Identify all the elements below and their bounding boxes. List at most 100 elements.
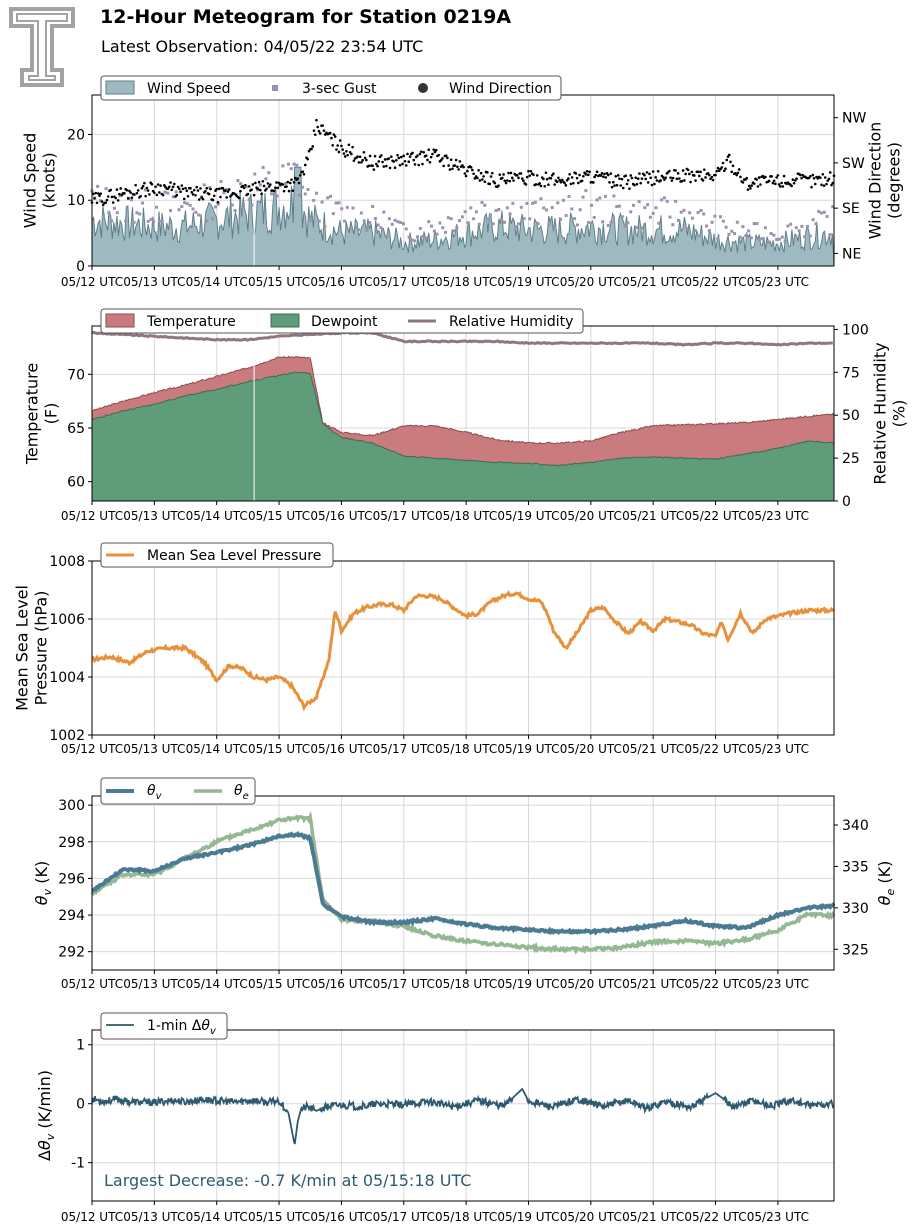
y-axis-label: Δθv (K/min): [35, 1070, 57, 1161]
wind-direction-marker: [558, 178, 561, 182]
wind-direction-marker: [291, 189, 295, 192]
legend-swatch-dewpoint: [270, 313, 300, 328]
wind-direction-marker: [242, 186, 246, 190]
gust-marker: [820, 211, 824, 215]
wind-direction-marker: [770, 175, 773, 178]
wind-direction-marker: [335, 148, 338, 151]
y2-tick-label: 325: [842, 942, 869, 958]
gust-marker: [298, 193, 302, 197]
wind-direction-marker: [476, 176, 479, 180]
wind-direction-marker: [653, 182, 656, 186]
gust-marker: [393, 218, 397, 222]
wind-direction-marker: [449, 158, 453, 162]
gust-marker: [267, 171, 271, 175]
wind-direction-marker: [434, 148, 438, 152]
gust-marker: [505, 206, 509, 210]
wind-direction-marker: [432, 148, 435, 151]
wind-direction-marker: [207, 192, 211, 196]
wind-direction-marker: [481, 178, 484, 181]
wind-direction-marker: [150, 182, 154, 186]
gust-marker: [786, 224, 790, 228]
wind-direction-marker: [104, 201, 108, 204]
wind-direction-marker: [322, 129, 326, 132]
gust-marker: [533, 200, 537, 204]
gust-marker: [345, 205, 349, 209]
gust-marker: [789, 222, 793, 226]
wind-direction-marker: [336, 144, 339, 147]
wind-direction-marker: [737, 168, 741, 171]
wind-direction-marker: [800, 176, 803, 180]
gust-marker: [306, 188, 310, 192]
wind-direction-marker: [560, 178, 564, 182]
wind-direction-marker: [315, 118, 318, 122]
gust-marker: [365, 228, 369, 232]
y-axis-label-delta-theta: Δθv (K/min): [35, 1070, 57, 1161]
wind-direction-marker: [640, 177, 644, 180]
gust-marker: [634, 225, 638, 229]
wind-direction-marker: [356, 155, 359, 158]
wind-direction-marker: [542, 177, 545, 181]
wind-direction-marker: [690, 170, 694, 174]
wind-direction-marker: [407, 160, 411, 164]
legend-swatch-wind-speed: [105, 80, 135, 95]
gust-marker: [713, 214, 717, 218]
wind-direction-marker: [532, 173, 535, 177]
wind-direction-marker: [614, 174, 618, 178]
wind-direction-marker: [368, 154, 372, 158]
wind-direction-marker: [831, 181, 835, 185]
gust-marker: [185, 202, 189, 206]
wind-direction-marker: [615, 183, 619, 187]
wind-direction-marker: [489, 175, 493, 178]
x-tick-label: 05/18 UTC: [435, 742, 497, 756]
gust-marker: [480, 200, 484, 204]
gust-marker: [640, 226, 644, 230]
gust-marker: [314, 191, 318, 195]
gust-marker: [559, 217, 563, 221]
wind-direction-marker: [259, 188, 262, 192]
y-axis-label-line: Temperature: [23, 363, 42, 465]
wind-direction-marker: [624, 174, 628, 177]
wind-direction-marker: [154, 185, 157, 189]
wind-direction-marker: [716, 166, 720, 170]
x-tick-label: 05/23 UTC: [747, 742, 809, 756]
gust-marker: [242, 205, 246, 209]
gust-marker: [188, 203, 192, 207]
gust-marker: [444, 230, 448, 234]
y2-tick-label: SW: [842, 156, 865, 172]
y-axis-label: θv (K): [32, 861, 54, 905]
wind-direction-marker: [779, 185, 782, 188]
gust-marker: [96, 184, 100, 188]
wind-direction-marker: [525, 175, 529, 179]
gust-marker: [410, 238, 414, 242]
wind-direction-marker: [226, 190, 230, 193]
gust-marker: [202, 183, 206, 187]
wind-direction-marker: [197, 198, 201, 201]
wind-direction-marker: [654, 176, 657, 179]
wind-direction-marker: [290, 178, 293, 181]
gust-marker: [146, 219, 150, 223]
wind-direction-marker: [260, 192, 263, 196]
wind-direction-marker: [757, 176, 761, 179]
gust-marker: [247, 198, 251, 202]
wind-direction-marker: [195, 185, 199, 189]
gust-marker: [211, 217, 215, 221]
wind-direction-marker: [535, 174, 539, 177]
gust-marker: [455, 226, 459, 230]
wind-direction-marker: [372, 168, 376, 171]
x-tick-label: 05/21 UTC: [622, 509, 684, 523]
wind-direction-marker: [338, 139, 342, 142]
wind-direction-marker: [603, 172, 606, 176]
x-tick-label: 05/22 UTC: [684, 1210, 746, 1224]
x-tick-label: 05/20 UTC: [560, 742, 622, 756]
gust-marker: [494, 209, 498, 213]
wind-direction-marker: [555, 180, 559, 184]
wind-direction-marker: [681, 169, 685, 172]
gust-marker: [668, 215, 672, 219]
x-tick-label: 05/18 UTC: [435, 977, 497, 991]
wind-direction-marker: [644, 177, 647, 181]
wind-direction-marker: [634, 176, 638, 180]
wind-direction-marker: [610, 185, 614, 189]
gust-marker: [570, 207, 574, 211]
plot-frame: [91, 795, 835, 971]
wind-direction-marker: [547, 183, 550, 187]
